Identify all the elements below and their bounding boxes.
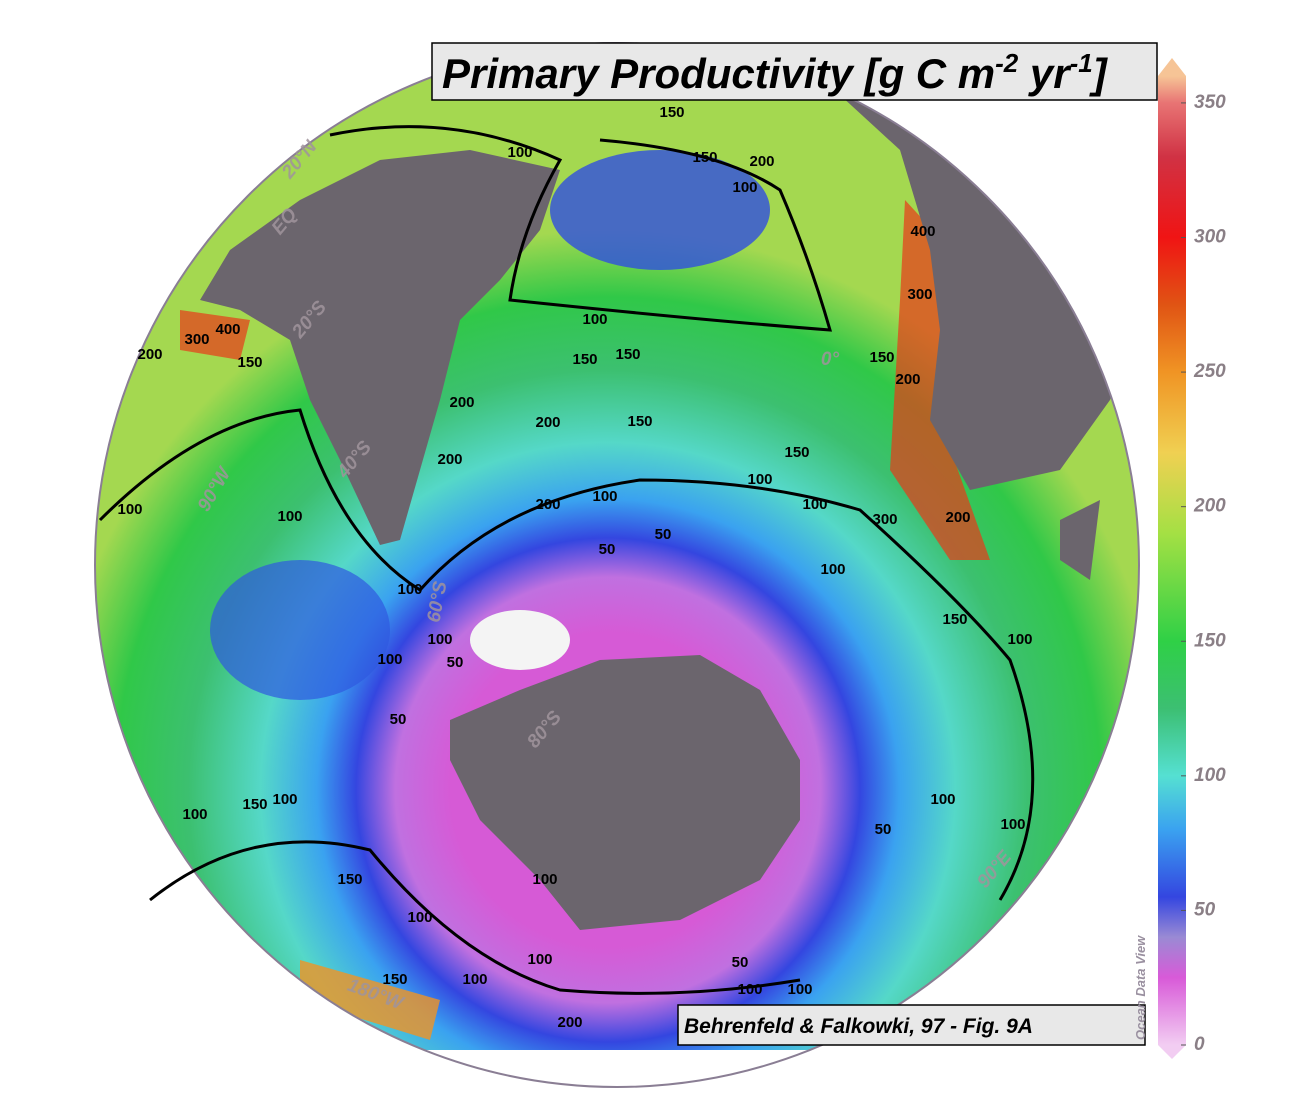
contour-label: 400	[215, 321, 240, 338]
credit-box	[677, 1004, 1146, 1046]
contour-label: 100	[182, 806, 207, 823]
contour-label: 200	[449, 394, 474, 411]
contour-label: 150	[572, 351, 597, 368]
contour-label: 150	[382, 971, 407, 988]
contour-label: 300	[872, 511, 897, 528]
contour-label: 100	[1007, 631, 1032, 648]
colorbar-tick-label: 250	[1193, 361, 1226, 382]
contour-label: 150	[692, 149, 717, 166]
contour-label: 100	[462, 971, 487, 988]
contour-label: 150	[942, 611, 967, 628]
contour-label: 100	[272, 791, 297, 808]
contour-label: 300	[907, 286, 932, 303]
contour-label: 50	[447, 654, 464, 671]
contour-label: 100	[377, 651, 402, 668]
contour-label: 100	[397, 581, 422, 598]
contour-label: 50	[390, 711, 407, 728]
contour-line	[149, 840, 801, 995]
title-sup: -2	[995, 48, 1019, 78]
contour-label: 100	[532, 871, 557, 888]
contour-label: 200	[895, 371, 920, 388]
contour-label: 150	[627, 413, 652, 430]
contour-label: 100	[1000, 816, 1025, 833]
contour-label: 150	[659, 104, 684, 121]
contour-label: 100	[787, 981, 812, 998]
colorbar-tick-label: 200	[1193, 496, 1226, 517]
colorbar-arrow	[1158, 58, 1186, 76]
contour-label: 150	[242, 796, 267, 813]
contour-label: 400	[910, 223, 935, 240]
contour-label: 50	[732, 954, 749, 971]
colorbar-arrow	[1158, 1045, 1186, 1059]
contour-label: 200	[749, 153, 774, 170]
contour-label: 150	[337, 871, 362, 888]
contour-label: 150	[615, 346, 640, 363]
contour-label: 200	[557, 1014, 582, 1031]
contour-line	[329, 125, 833, 332]
contour-label: 100	[507, 144, 532, 161]
map	[95, 43, 1139, 1050]
contour-label: 100	[117, 501, 142, 518]
contour-label: 300	[184, 331, 209, 348]
contour-label: 150	[869, 349, 894, 366]
colorbar-tick-label: 350	[1194, 92, 1226, 113]
contour-label: 50	[599, 541, 616, 558]
contour-label: 100	[737, 981, 762, 998]
credit: Behrenfeld & Falkowki, 97 - Fig. 9A	[684, 1015, 1033, 1038]
colorbar-tick-label: 0	[1194, 1034, 1205, 1055]
title-text: yr	[1018, 50, 1072, 97]
title-sup: -1	[1070, 48, 1093, 78]
contour-label: 100	[802, 496, 827, 513]
contour-label: 50	[655, 526, 672, 543]
contour-label: 150	[237, 354, 262, 371]
title-text: ]	[1089, 50, 1109, 97]
contour-label: 100	[277, 508, 302, 525]
contour-label: 150	[784, 444, 809, 461]
title-text: Primary Productivity [g C m	[442, 50, 995, 97]
colorbar-tick-label: 50	[1194, 899, 1216, 920]
contour-line	[98, 408, 1035, 901]
contour-label: 50	[875, 821, 892, 838]
contour-label: 100	[407, 909, 432, 926]
colorbar-tick-label: 300	[1194, 227, 1226, 248]
grid-label: 0°	[821, 349, 840, 370]
colorbar	[1158, 76, 1186, 1045]
colorbar-tick-label: 150	[1194, 630, 1226, 651]
contour-label: 100	[820, 561, 845, 578]
contour-label: 100	[592, 488, 617, 505]
contour-label: 100	[930, 791, 955, 808]
watermark: Ocean Data View	[1133, 935, 1148, 1040]
colorbar-tick-label: 100	[1194, 765, 1226, 786]
contour-label: 200	[437, 451, 462, 468]
contour-label: 200	[137, 346, 162, 363]
title: Primary Productivity [g C m-2 yr-1]	[442, 48, 1109, 97]
contour-label: 100	[747, 471, 772, 488]
contour-label: 100	[527, 951, 552, 968]
contour-label: 100	[732, 179, 757, 196]
title-box	[431, 42, 1158, 101]
contour-label: 100	[427, 631, 452, 648]
contour-label: 200	[945, 509, 970, 526]
contour-label: 200	[535, 496, 560, 513]
contour-label: 100	[582, 311, 607, 328]
contour-label: 200	[535, 414, 560, 431]
